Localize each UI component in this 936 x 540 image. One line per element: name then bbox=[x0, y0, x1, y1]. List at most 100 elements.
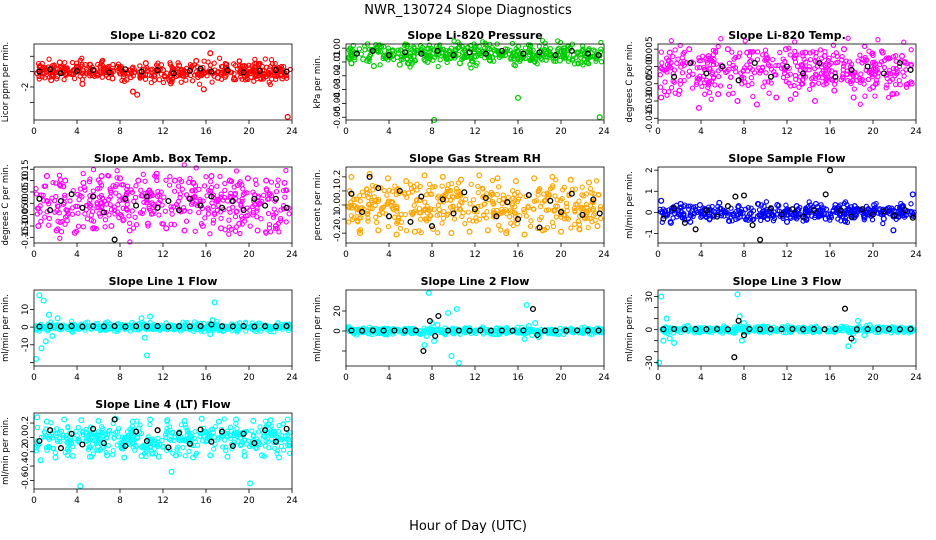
cloud-point bbox=[394, 203, 400, 209]
cloud-point bbox=[869, 217, 876, 223]
cloud-point bbox=[273, 76, 279, 83]
data-point bbox=[864, 63, 871, 70]
x-tick-label: 8 bbox=[117, 496, 123, 506]
cloud-point bbox=[580, 46, 586, 52]
data-point bbox=[101, 66, 108, 73]
cloud-point bbox=[710, 69, 716, 76]
data-point bbox=[891, 212, 898, 219]
data-point bbox=[35, 222, 42, 230]
cloud-point bbox=[90, 188, 96, 194]
cloud-point bbox=[150, 211, 156, 217]
cloud-point bbox=[768, 66, 775, 72]
cloud-point bbox=[461, 54, 467, 61]
data-point bbox=[122, 195, 129, 202]
x-tick-label: 0 bbox=[31, 250, 37, 260]
data-point bbox=[396, 61, 403, 68]
cloud-point bbox=[527, 50, 534, 56]
cloud-point bbox=[280, 447, 287, 453]
cloud-point bbox=[115, 326, 122, 333]
cloud-point bbox=[266, 221, 273, 228]
cloud-point bbox=[541, 198, 547, 204]
data-point bbox=[190, 179, 197, 186]
cloud-point bbox=[208, 179, 214, 185]
cloud-point bbox=[823, 76, 829, 83]
y-tick-label: 10 bbox=[21, 303, 31, 315]
data-point bbox=[521, 335, 528, 343]
cloud-point bbox=[422, 216, 428, 222]
cloud-point bbox=[585, 215, 591, 221]
cloud-point bbox=[114, 182, 120, 188]
cloud-point bbox=[821, 82, 827, 88]
cloud-point bbox=[192, 319, 198, 325]
x-tick-label: 20 bbox=[243, 127, 255, 137]
data-point bbox=[848, 213, 855, 220]
cloud-point bbox=[557, 197, 564, 204]
data-point bbox=[52, 454, 59, 461]
cloud-point bbox=[124, 207, 130, 213]
cloud-point bbox=[257, 424, 263, 430]
cloud-point bbox=[677, 42, 683, 49]
cloud-point bbox=[679, 70, 686, 76]
cloud-point bbox=[346, 219, 352, 225]
cloud-point bbox=[787, 52, 793, 58]
data-point bbox=[461, 189, 468, 196]
data-point bbox=[240, 69, 247, 76]
data-point bbox=[734, 97, 741, 105]
cloud-point bbox=[192, 195, 198, 201]
cloud-point bbox=[158, 189, 164, 195]
cloud-point bbox=[133, 183, 139, 189]
cloud-point bbox=[197, 201, 203, 208]
cloud-point bbox=[792, 59, 799, 65]
cloud-point bbox=[451, 216, 458, 222]
data-point bbox=[549, 173, 556, 180]
cloud-point bbox=[255, 429, 262, 435]
x-tick-label: 20 bbox=[867, 250, 879, 260]
cloud-point bbox=[408, 45, 414, 51]
cloud-point bbox=[267, 81, 273, 88]
cloud-point bbox=[161, 72, 168, 79]
x-tick-label: 16 bbox=[200, 496, 212, 506]
cloud-point bbox=[657, 72, 663, 78]
cloud-point bbox=[42, 214, 48, 220]
cloud-point bbox=[197, 197, 203, 203]
series-2 bbox=[660, 167, 916, 243]
cloud-point bbox=[463, 54, 469, 60]
data-point bbox=[385, 213, 393, 220]
data-point bbox=[594, 223, 601, 230]
data-point bbox=[147, 416, 154, 423]
cloud-point bbox=[561, 216, 567, 222]
data-point bbox=[663, 315, 670, 322]
cloud-point bbox=[872, 66, 879, 72]
cloud-point bbox=[119, 182, 125, 188]
cloud-point bbox=[154, 193, 161, 199]
cloud-point bbox=[116, 193, 122, 199]
data-point bbox=[800, 213, 807, 220]
data-point bbox=[165, 323, 172, 330]
x-tick-label: 0 bbox=[31, 373, 37, 383]
data-point bbox=[241, 452, 248, 460]
data-point bbox=[57, 70, 64, 77]
x-tick-label: 24 bbox=[910, 250, 922, 260]
cloud-point bbox=[766, 90, 772, 96]
cloud-point bbox=[75, 191, 81, 198]
cloud-point bbox=[34, 424, 41, 431]
y-tick-label: -0.02 bbox=[333, 64, 343, 87]
cloud-point bbox=[870, 52, 876, 59]
cloud-point bbox=[857, 52, 863, 58]
cloud-point bbox=[751, 70, 758, 76]
cloud-point bbox=[693, 81, 700, 88]
y-tick-label: -0.2 bbox=[333, 224, 343, 242]
data-point bbox=[487, 57, 494, 64]
x-tick-label: 0 bbox=[655, 373, 661, 383]
cloud-point bbox=[409, 189, 416, 195]
cloud-point bbox=[171, 188, 178, 194]
cloud-point bbox=[57, 219, 63, 226]
cloud-point bbox=[777, 49, 783, 56]
cloud-point bbox=[428, 45, 434, 51]
cloud-point bbox=[744, 62, 750, 68]
data-point bbox=[375, 227, 382, 234]
cloud-point bbox=[226, 206, 232, 212]
cloud-point bbox=[810, 74, 816, 81]
data-point bbox=[456, 60, 463, 67]
series-2 bbox=[353, 47, 602, 59]
